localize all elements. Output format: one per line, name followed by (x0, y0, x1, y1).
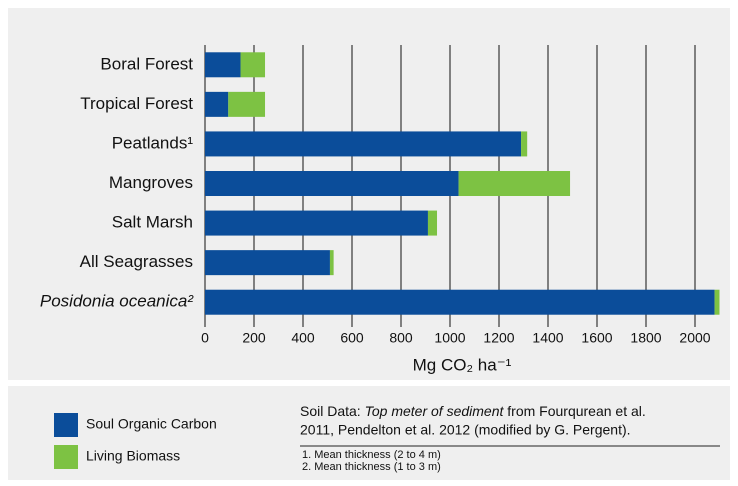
bar-segment (458, 171, 571, 196)
x-tick-label: 1600 (581, 330, 612, 346)
legend-label: Soul Organic Carbon (86, 416, 217, 432)
legend-swatch (54, 413, 78, 437)
bar-segment (205, 250, 330, 276)
source-italic: Top meter of sediment (365, 403, 505, 419)
y-tick-label: Peatlands¹ (112, 133, 194, 152)
x-tick-label: 0 (201, 330, 209, 346)
legend-background (8, 386, 730, 480)
source-note: Soil Data: Top meter of sediment from Fo… (300, 403, 646, 419)
bar-segment (228, 91, 266, 117)
bar-segment (714, 289, 720, 315)
bar-segment (205, 171, 459, 196)
legend-swatch (54, 445, 78, 469)
x-tick-label: 1400 (532, 330, 563, 346)
x-tick-label: 2000 (679, 330, 710, 346)
x-tick-label: 1800 (630, 330, 661, 346)
bar-segment (205, 91, 229, 117)
x-tick-label: 200 (242, 330, 266, 346)
x-axis-label: Mg CO₂ ha⁻¹ (413, 355, 512, 374)
y-tick-label: Salt Marsh (112, 213, 193, 232)
source-rest: from Fourqurean et al. (503, 403, 645, 419)
bar-segment (205, 210, 428, 236)
legend-label: Living Biomass (86, 448, 180, 464)
y-tick-label: Boral Forest (100, 54, 193, 73)
bar-segment (205, 52, 241, 78)
bar-segment (521, 131, 528, 157)
bar-segment (205, 131, 522, 157)
bar-segment (205, 289, 715, 315)
x-tick-label: 1200 (483, 330, 514, 346)
bar-segment (240, 52, 266, 78)
x-tick-label: 800 (389, 330, 413, 346)
x-tick-label: 600 (340, 330, 364, 346)
y-tick-label: All Seagrasses (80, 252, 193, 271)
y-tick-label: Posidonia oceanica² (40, 292, 194, 311)
bar-segment (427, 210, 438, 236)
y-tick-label: Tropical Forest (80, 94, 193, 113)
x-tick-label: 1000 (434, 330, 465, 346)
footnote: 2. Mean thickness (1 to 3 m) (302, 461, 441, 473)
footnote: 1. Mean thickness (2 to 4 m) (302, 449, 441, 461)
x-tick-label: 400 (291, 330, 315, 346)
y-tick-label: Mangroves (109, 173, 193, 192)
bar-segment (329, 250, 334, 276)
source-label: Soil Data: (300, 403, 365, 419)
source-note: 2011, Pendelton et al. 2012 (modified by… (300, 422, 631, 438)
